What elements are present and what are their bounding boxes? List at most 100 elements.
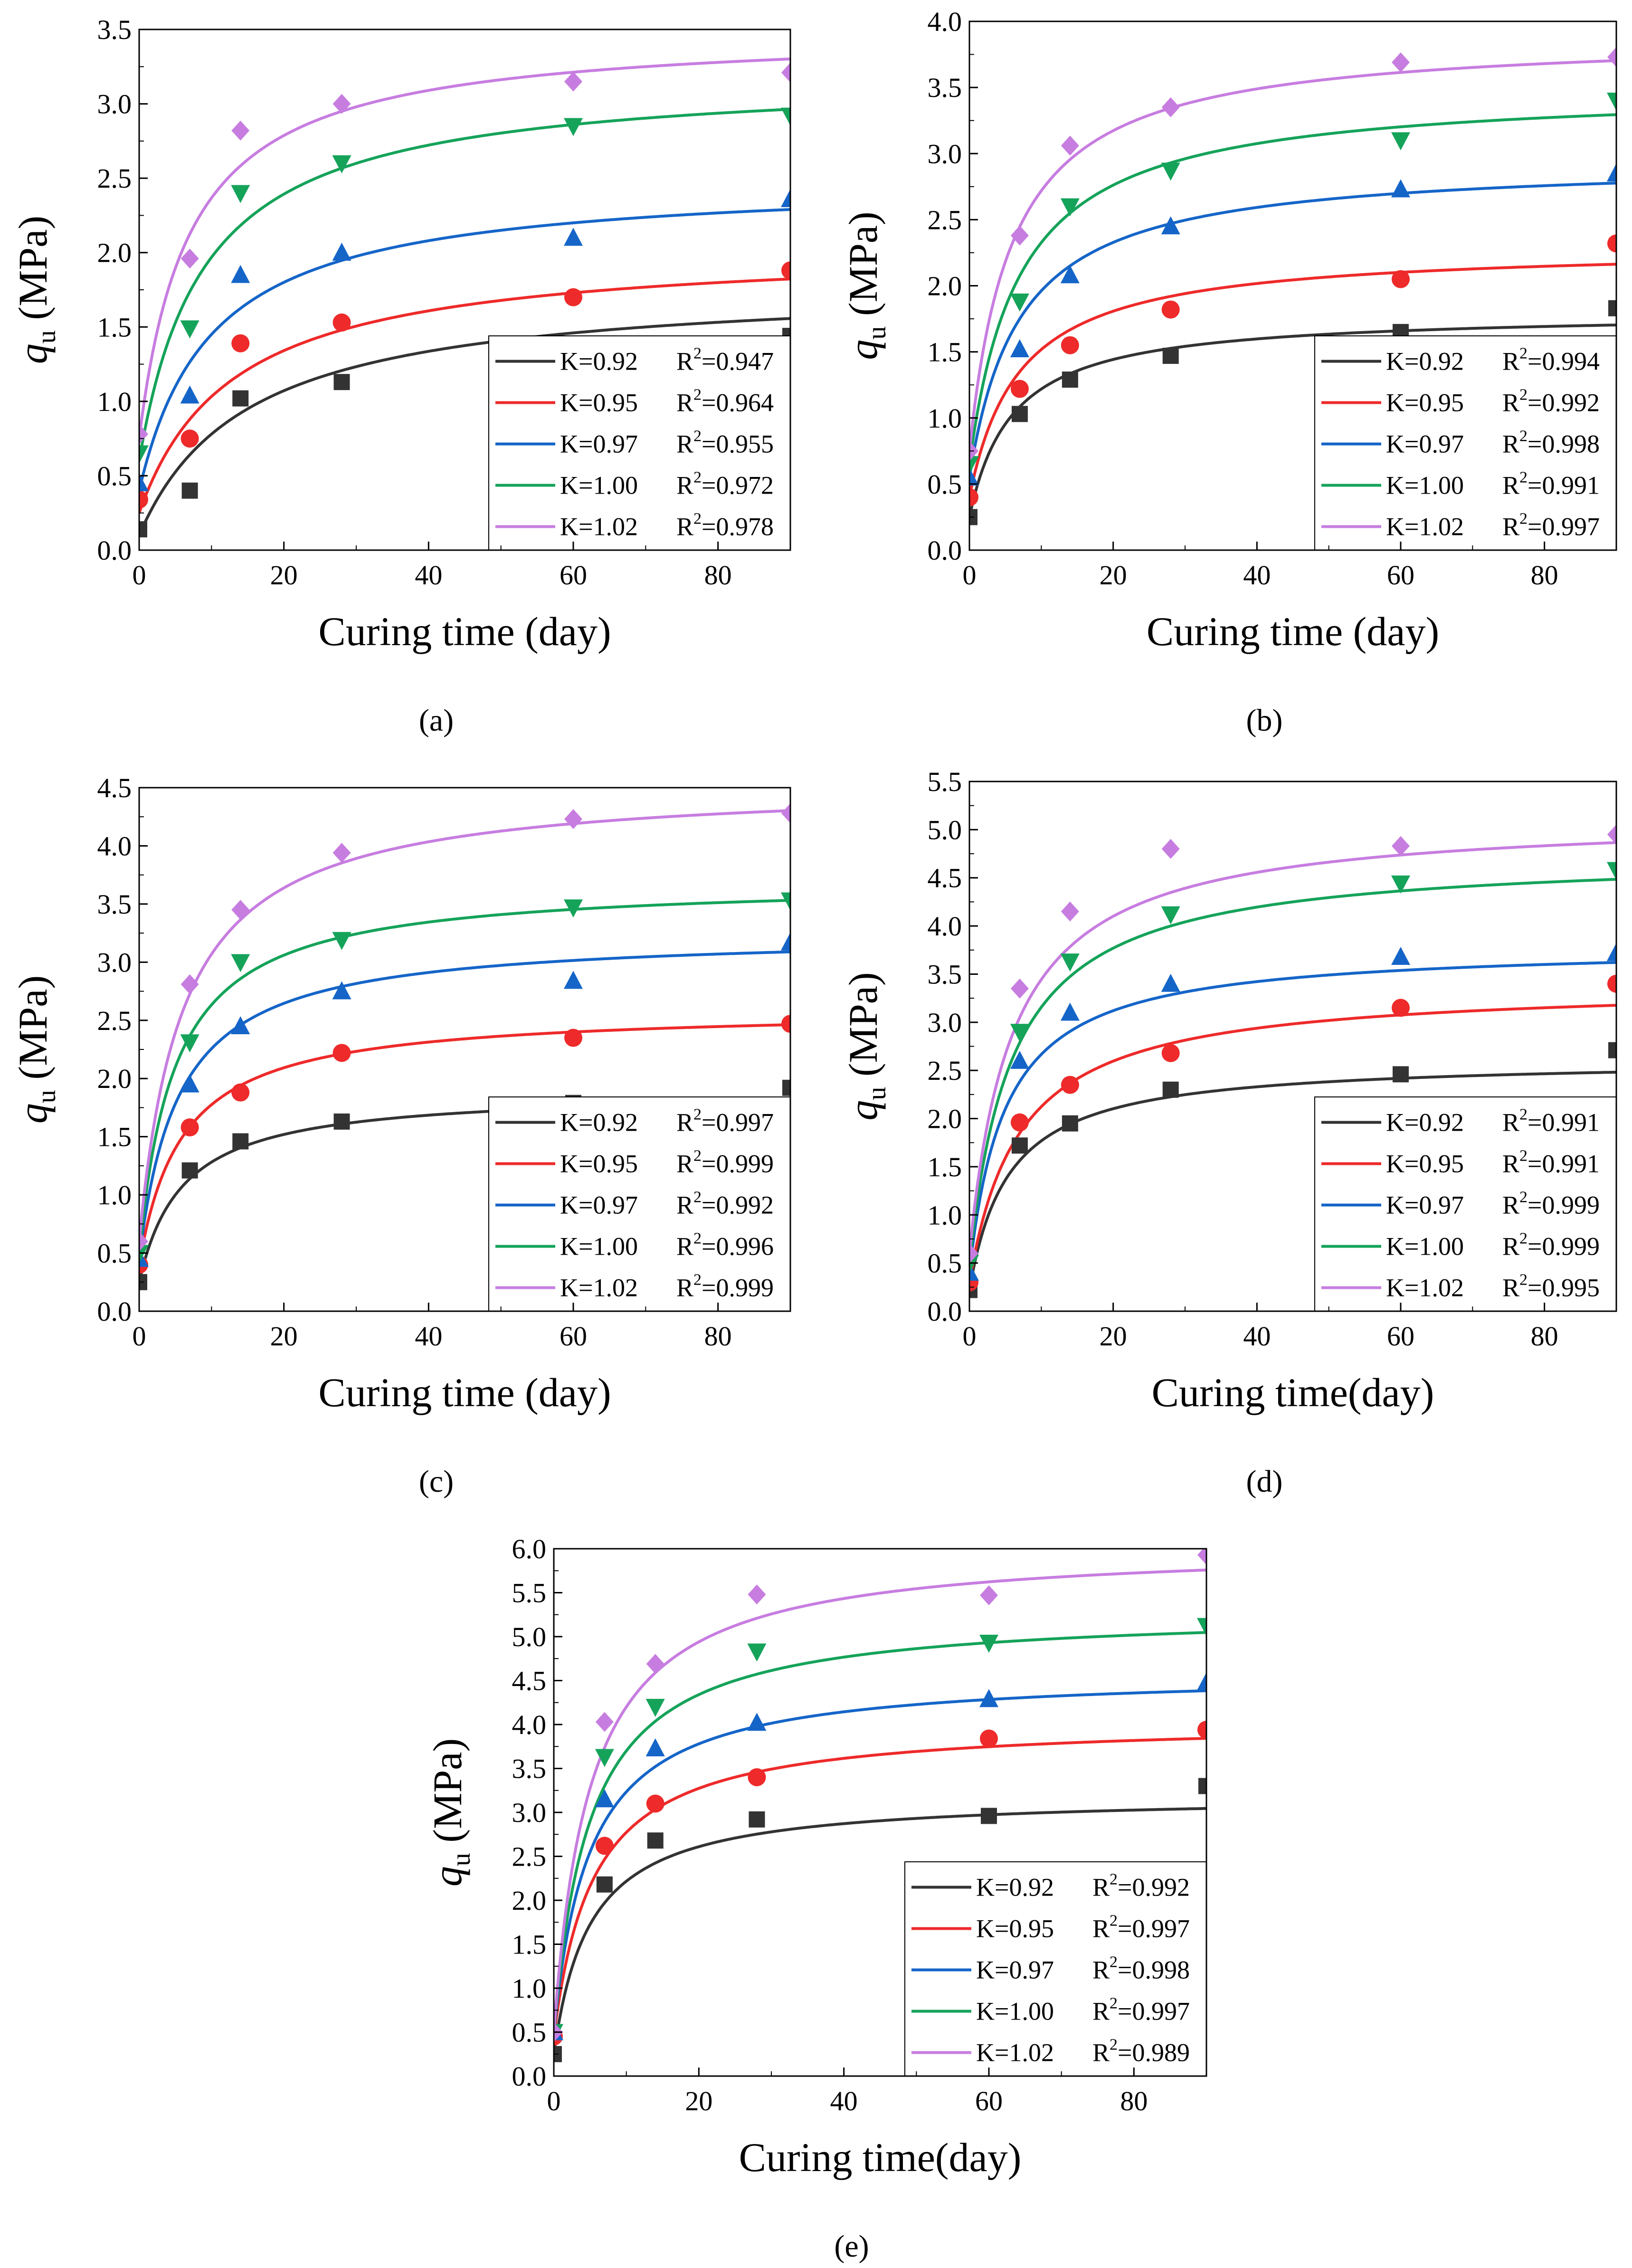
- x-tick-label: 0: [963, 560, 977, 591]
- fit-curve-K=0.95: [139, 1023, 790, 1265]
- data-point: [139, 1245, 149, 1263]
- legend-label: K=0.92: [560, 347, 638, 376]
- fit-curve-K=1.02: [139, 57, 790, 439]
- y-tick-label: 5.0: [512, 1621, 547, 1652]
- legend-r2: R2=0.998: [1502, 428, 1600, 458]
- data-point: [1391, 132, 1410, 151]
- data-point: [332, 94, 351, 114]
- x-tick-label: 20: [1100, 1321, 1127, 1352]
- x-tick-label: 80: [1531, 1321, 1558, 1352]
- data-point: [1392, 270, 1410, 288]
- data-point: [1607, 862, 1616, 880]
- fit-curve-K=1.00: [554, 1631, 1206, 2032]
- y-tick-label: 1.5: [928, 1152, 962, 1182]
- x-tick-label: 60: [1387, 560, 1414, 591]
- y-tick-label: 1.5: [97, 312, 132, 343]
- legend-label: K=1.02: [1386, 1274, 1464, 1302]
- y-tick-label: 4.5: [97, 772, 132, 803]
- data-point: [139, 424, 148, 444]
- x-tick-label: 0: [963, 1321, 977, 1352]
- data-point: [979, 1689, 998, 1707]
- y-tick-label: 3.5: [97, 14, 132, 45]
- y-tick-label: 2.5: [97, 163, 132, 194]
- legend-r2: R2=0.978: [676, 510, 774, 541]
- x-tick-label: 20: [1100, 560, 1127, 591]
- fit-curve-K=0.95: [969, 1004, 1616, 1283]
- data-point: [1161, 973, 1180, 992]
- y-tick-label: 0.5: [928, 1248, 962, 1279]
- legend-label: K=1.02: [560, 513, 638, 541]
- y-axis-title: qu (MPa): [10, 216, 61, 364]
- panel-label: (b): [1246, 703, 1283, 738]
- data-point: [564, 288, 582, 306]
- y-tick-label: 1.0: [97, 386, 132, 417]
- data-point: [1010, 339, 1029, 358]
- data-point: [980, 1585, 998, 1606]
- y-tick-label: 1.0: [928, 403, 962, 434]
- data-point: [180, 320, 199, 339]
- data-point: [564, 228, 583, 246]
- data-points: [969, 824, 1616, 1298]
- legend-r2: R2=0.998: [1092, 1954, 1190, 1984]
- y-tick-label: 2.5: [97, 1005, 132, 1036]
- data-point: [564, 118, 583, 136]
- data-point: [969, 488, 978, 506]
- y-tick-label: 3.0: [928, 138, 962, 169]
- data-point: [1011, 406, 1028, 422]
- y-tick-label: 2.0: [928, 271, 962, 302]
- y-tick-label: 0.5: [928, 469, 962, 500]
- data-point: [781, 261, 790, 280]
- data-point: [1060, 265, 1080, 284]
- panel-label: (e): [834, 2229, 869, 2264]
- fit-curve-K=0.95: [139, 277, 790, 514]
- data-point: [980, 1729, 998, 1748]
- data-point: [180, 429, 199, 448]
- legend: K=0.92 R2=0.992 K=0.95 R2=0.997 K=0.97 R2=0.9…: [904, 1861, 1207, 2077]
- data-point: [1010, 293, 1029, 312]
- legend-r2: R2=0.996: [676, 1230, 774, 1261]
- y-tick-label: 3.5: [97, 889, 132, 920]
- fit-curve-K=0.97: [969, 961, 1616, 1273]
- y-tick-label: 3.0: [97, 947, 132, 978]
- y-tick-label: 3.5: [928, 72, 962, 103]
- legend-label: K=1.00: [560, 1232, 638, 1261]
- data-point: [1608, 1042, 1616, 1058]
- data-point: [231, 120, 250, 141]
- data-point: [180, 248, 199, 269]
- legend-label: K=1.00: [976, 1997, 1054, 2026]
- fit-curve-K=1.00: [139, 108, 790, 461]
- data-point: [1161, 906, 1180, 924]
- x-tick-label: 20: [685, 2086, 712, 2116]
- data-point: [747, 1643, 767, 1662]
- y-tick-label: 0.0: [928, 1296, 962, 1327]
- legend-label: K=0.97: [1386, 1191, 1464, 1220]
- data-point: [1162, 347, 1179, 364]
- data-point: [332, 932, 351, 950]
- y-tick-label: 2.5: [512, 1841, 547, 1872]
- fit-curve-K=0.92: [969, 324, 1616, 518]
- data-point: [1391, 875, 1410, 894]
- data-point: [1010, 978, 1029, 999]
- y-tick-label: 2.5: [928, 204, 962, 235]
- data-point: [564, 899, 583, 918]
- data-point: [781, 107, 790, 126]
- data-point: [180, 974, 199, 994]
- data-point: [231, 185, 250, 203]
- legend: K=0.92 R2=0.994 K=0.95 R2=0.992 K=0.97 R2=0.9…: [1314, 335, 1617, 551]
- data-point: [595, 1789, 614, 1808]
- y-axis-title: qu (MPa): [10, 975, 61, 1124]
- data-point: [645, 1699, 665, 1717]
- legend-label: K=1.00: [1386, 471, 1464, 500]
- legend-r2: R2=0.997: [1092, 1912, 1190, 1943]
- data-point: [781, 803, 790, 823]
- fit-curve-K=0.97: [554, 1689, 1206, 2032]
- fit-curve-K=1.00: [969, 877, 1616, 1263]
- data-point: [969, 456, 979, 475]
- data-point: [232, 1133, 249, 1150]
- data-point: [1607, 92, 1616, 111]
- legend-r2: R2=0.997: [1502, 510, 1600, 541]
- legend-label: K=0.97: [560, 430, 638, 458]
- legend-r2: R2=0.992: [1502, 386, 1600, 417]
- fit-curves: [969, 59, 1616, 518]
